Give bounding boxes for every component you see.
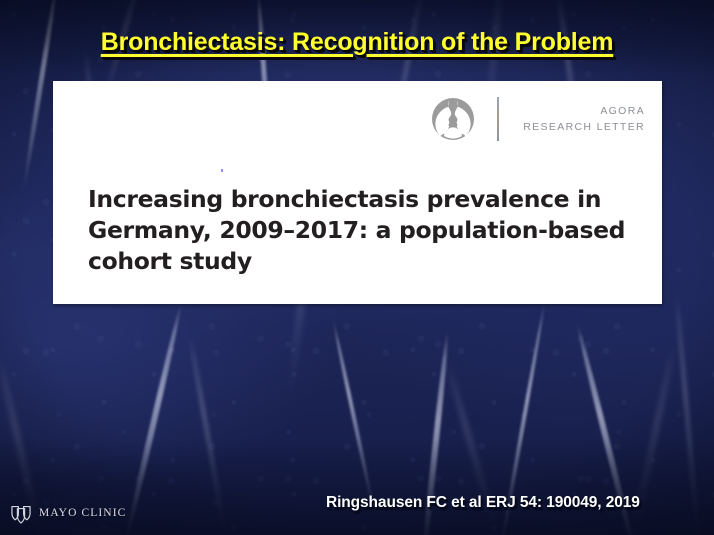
journal-brand-line1: AGORA	[600, 105, 645, 117]
agora-two-faces-circle-icon	[431, 97, 475, 141]
citation-text: Ringshausen FC et al ERJ 54: 190049, 201…	[326, 494, 640, 511]
image-artifact-speck	[221, 169, 223, 172]
journal-brand-line2: RESEARCH LETTER	[523, 121, 645, 133]
mayo-clinic-logo: MAYO CLINIC	[9, 501, 126, 525]
slide-title: Bronchiectasis: Recognition of the Probl…	[100, 28, 614, 56]
journal-brand-header: AGORA RESEARCH LETTER	[431, 97, 645, 141]
mayo-clinic-wordmark: MAYO CLINIC	[39, 507, 127, 519]
article-card: AGORA RESEARCH LETTER Increasing bronchi…	[53, 81, 662, 304]
journal-brand-text: AGORA RESEARCH LETTER	[523, 103, 645, 135]
article-title: Increasing bronchiectasis prevalence in …	[88, 185, 626, 275]
header-divider	[497, 97, 500, 141]
mayo-clinic-triple-shield-icon	[9, 501, 33, 525]
